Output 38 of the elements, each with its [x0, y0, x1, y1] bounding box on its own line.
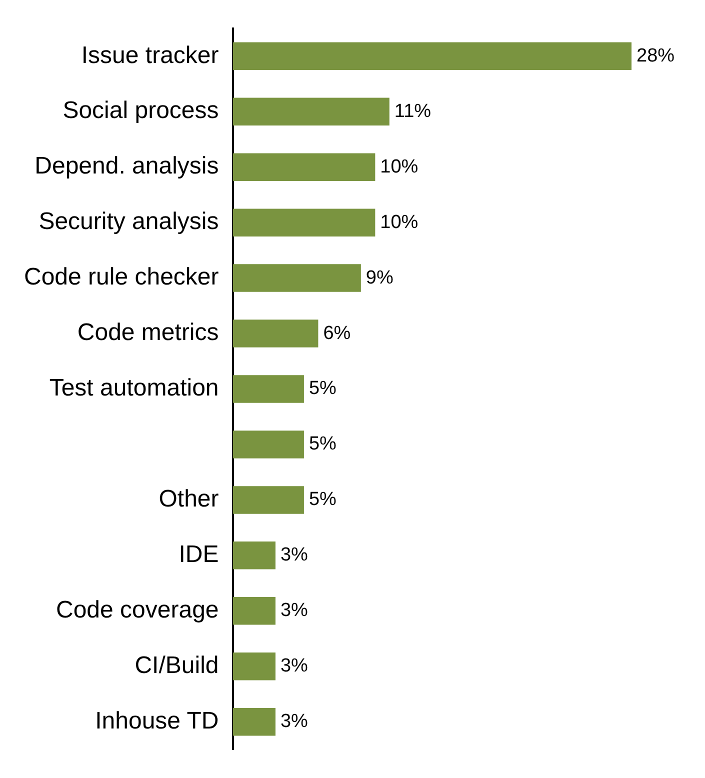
bar — [232, 320, 318, 348]
bar — [232, 597, 276, 625]
bar — [232, 708, 276, 736]
bar — [232, 542, 276, 570]
data-label: 3% — [280, 711, 308, 732]
data-label: 28% — [636, 45, 675, 66]
data-label: 10% — [380, 212, 418, 233]
data-label: 9% — [366, 267, 394, 288]
bar — [232, 98, 390, 126]
y-tick-label: Issue tracker — [81, 42, 219, 69]
bar — [232, 264, 361, 292]
y-tick-label: Other — [158, 486, 219, 513]
data-label: 5% — [308, 434, 337, 455]
data-label: 6% — [323, 322, 351, 344]
bar — [232, 153, 376, 181]
data-label: 3% — [280, 656, 308, 677]
bar — [232, 208, 376, 236]
data-label: 5% — [308, 378, 337, 400]
y-tick-label: Depend. analysis — [34, 152, 219, 180]
y-tick-label: Test automation — [49, 374, 219, 402]
bar — [232, 486, 304, 514]
bar — [232, 430, 304, 458]
bar — [232, 42, 632, 70]
data-label: 3% — [280, 544, 308, 566]
y-tick-label: Code coverage — [56, 596, 219, 624]
y-tick-label: CI/Build — [134, 652, 219, 680]
data-label: 10% — [380, 156, 418, 178]
bar — [232, 652, 276, 680]
y-tick-label: Code metrics — [77, 319, 219, 346]
y-tick-label: Social process — [62, 97, 219, 124]
y-tick-label: Security analysis — [38, 208, 219, 236]
data-label: 11% — [394, 100, 432, 122]
data-label: 3% — [280, 600, 308, 622]
y-tick-label: Inhouse TD — [95, 707, 219, 734]
data-label: 5% — [308, 489, 337, 510]
y-tick-label: IDE — [178, 541, 219, 568]
y-tick-label: Code rule checker — [24, 264, 219, 291]
bar — [232, 375, 304, 403]
